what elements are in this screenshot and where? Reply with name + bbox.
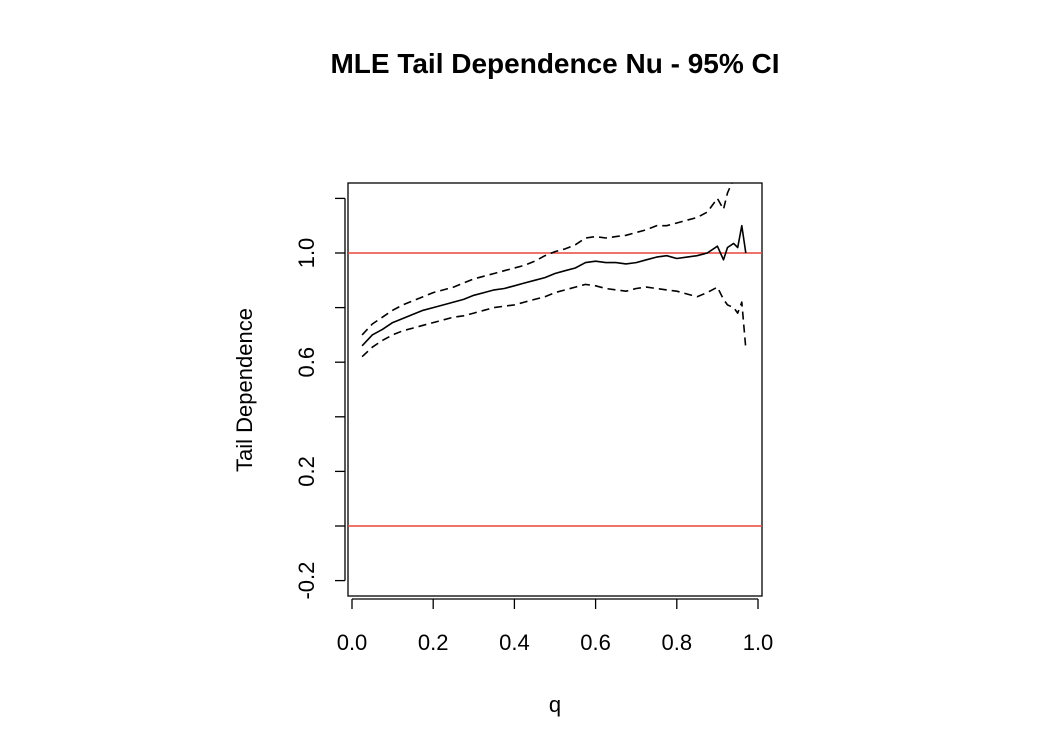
x-tick-label-2: 0.4 <box>499 630 530 655</box>
plot-frame <box>347 182 763 597</box>
ci-bound-line-1 <box>361 183 733 336</box>
y-tick-label-2: 0.6 <box>294 347 319 378</box>
estimate-line-0 <box>361 224 747 347</box>
y-axis: -0.2 0.2 0.6 1.0 <box>294 197 346 600</box>
y-tick-label-1: 0.2 <box>294 456 319 487</box>
x-tick-label-3: 0.6 <box>580 630 611 655</box>
x-axis: 0.0 0.2 0.4 0.6 0.8 1.0 <box>337 598 774 655</box>
x-tick-label-4: 0.8 <box>662 630 693 655</box>
x-axis-label: q <box>549 692 561 717</box>
y-axis-label: Tail Dependence <box>232 308 257 472</box>
x-tick-label-1: 0.2 <box>418 630 449 655</box>
series-group <box>361 183 747 358</box>
y-tick-label-0: -0.2 <box>294 562 319 600</box>
reference-lines <box>348 252 762 527</box>
ci-bound-line-2 <box>361 283 747 358</box>
x-tick-label-0: 0.0 <box>337 630 368 655</box>
x-tick-label-5: 1.0 <box>743 630 774 655</box>
chart-title: MLE Tail Dependence Nu - 95% CI <box>330 48 779 79</box>
y-tick-label-3: 1.0 <box>294 238 319 269</box>
